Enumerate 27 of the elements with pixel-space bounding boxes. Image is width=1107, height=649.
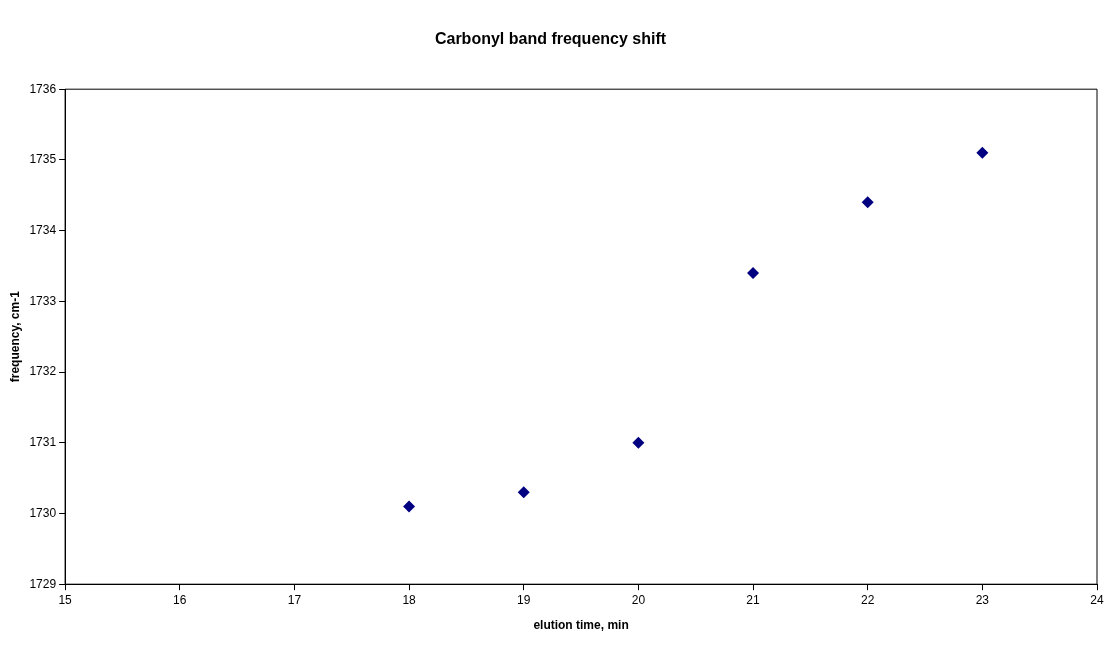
x-tick-label: 23 — [975, 592, 990, 607]
x-tick-label: 24 — [1090, 592, 1104, 607]
point — [861, 196, 874, 209]
y-tick-label: 1736 — [29, 81, 57, 96]
point — [403, 500, 416, 513]
x-tick-label: 18 — [402, 592, 417, 607]
point — [517, 486, 530, 499]
y-tick-label: 1734 — [29, 222, 57, 237]
point — [632, 436, 645, 449]
chart-title: Carbonyl band frequency shift — [434, 30, 667, 48]
y-tick-label: 1730 — [29, 505, 57, 520]
x-tick-label: 22 — [861, 592, 875, 607]
x-tick-label: 15 — [58, 592, 73, 607]
y-tick-label: 1729 — [29, 576, 57, 591]
y-axis-title: frequency, cm-1 — [7, 290, 22, 383]
x-tick-label: 20 — [631, 592, 646, 607]
x-tick-label: 17 — [287, 592, 302, 607]
x-tick-label: 21 — [746, 592, 761, 607]
y-tick-label: 1733 — [29, 293, 57, 308]
x-tick-label: 16 — [173, 592, 187, 607]
point — [747, 267, 760, 280]
y-tick-label: 1731 — [29, 435, 57, 450]
point — [976, 146, 989, 159]
y-tick-label: 1732 — [29, 364, 57, 379]
x-axis-title: elution time, min — [533, 618, 629, 633]
y-tick-label: 1735 — [29, 152, 57, 167]
x-tick-label: 19 — [517, 592, 531, 607]
